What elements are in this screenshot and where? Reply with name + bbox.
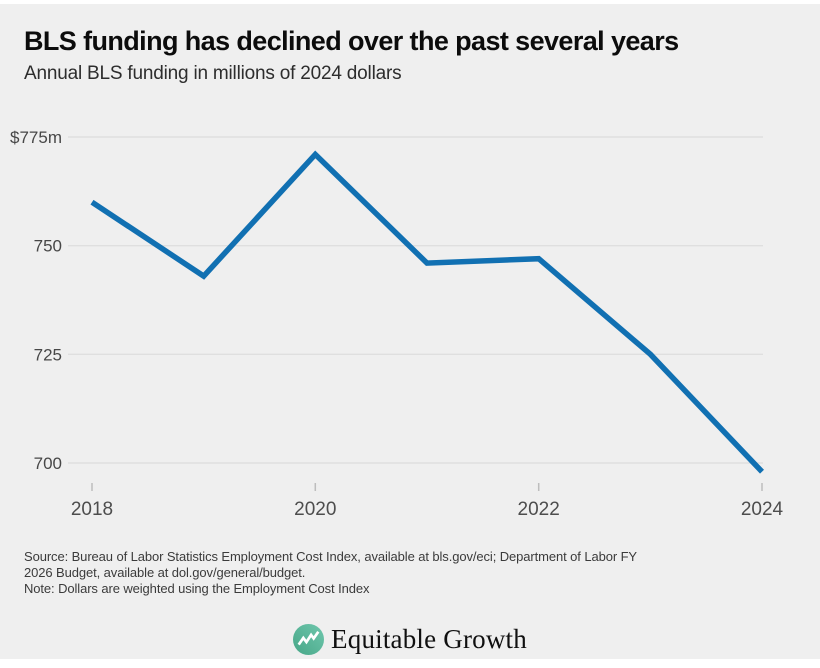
source-text-line2: 2026 Budget, available at dol.gov/genera…: [24, 565, 306, 580]
x-axis-tick-label: 2018: [71, 499, 113, 520]
chart-title: BLS funding has declined over the past s…: [24, 26, 679, 56]
x-axis-tick-label: 2020: [294, 499, 336, 520]
line-chart-plot-area: $775m 750 725 700 2018 2020 2022 2024: [10, 128, 784, 520]
page-background-strip-top: [0, 0, 820, 4]
y-axis-tick-label: $775m: [10, 128, 62, 147]
source-text-line1: Source: Bureau of Labor Statistics Emplo…: [24, 549, 637, 564]
x-axis-tick-label: 2022: [518, 499, 560, 520]
source-note-block: Source: Bureau of Labor Statistics Emplo…: [24, 549, 784, 597]
logo-text: Equitable Growth: [331, 623, 527, 654]
y-axis-tick-label: 700: [34, 454, 62, 473]
x-axis-tick-label: 2024: [741, 499, 784, 520]
equitable-growth-logo: Equitable Growth: [0, 620, 820, 658]
y-axis-tick-label: 750: [34, 237, 62, 256]
y-axis-tick-label: 725: [34, 345, 62, 364]
chart-subtitle: Annual BLS funding in millions of 2024 d…: [24, 63, 402, 84]
page-background-strip-bottom: [0, 659, 820, 668]
note-text: Note: Dollars are weighted using the Emp…: [24, 581, 370, 596]
growth-chart-icon: [293, 623, 325, 655]
funding-line-series: [90, 150, 764, 474]
